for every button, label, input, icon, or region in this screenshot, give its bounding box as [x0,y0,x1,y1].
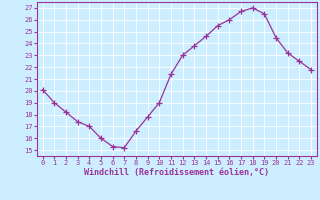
X-axis label: Windchill (Refroidissement éolien,°C): Windchill (Refroidissement éolien,°C) [84,168,269,177]
